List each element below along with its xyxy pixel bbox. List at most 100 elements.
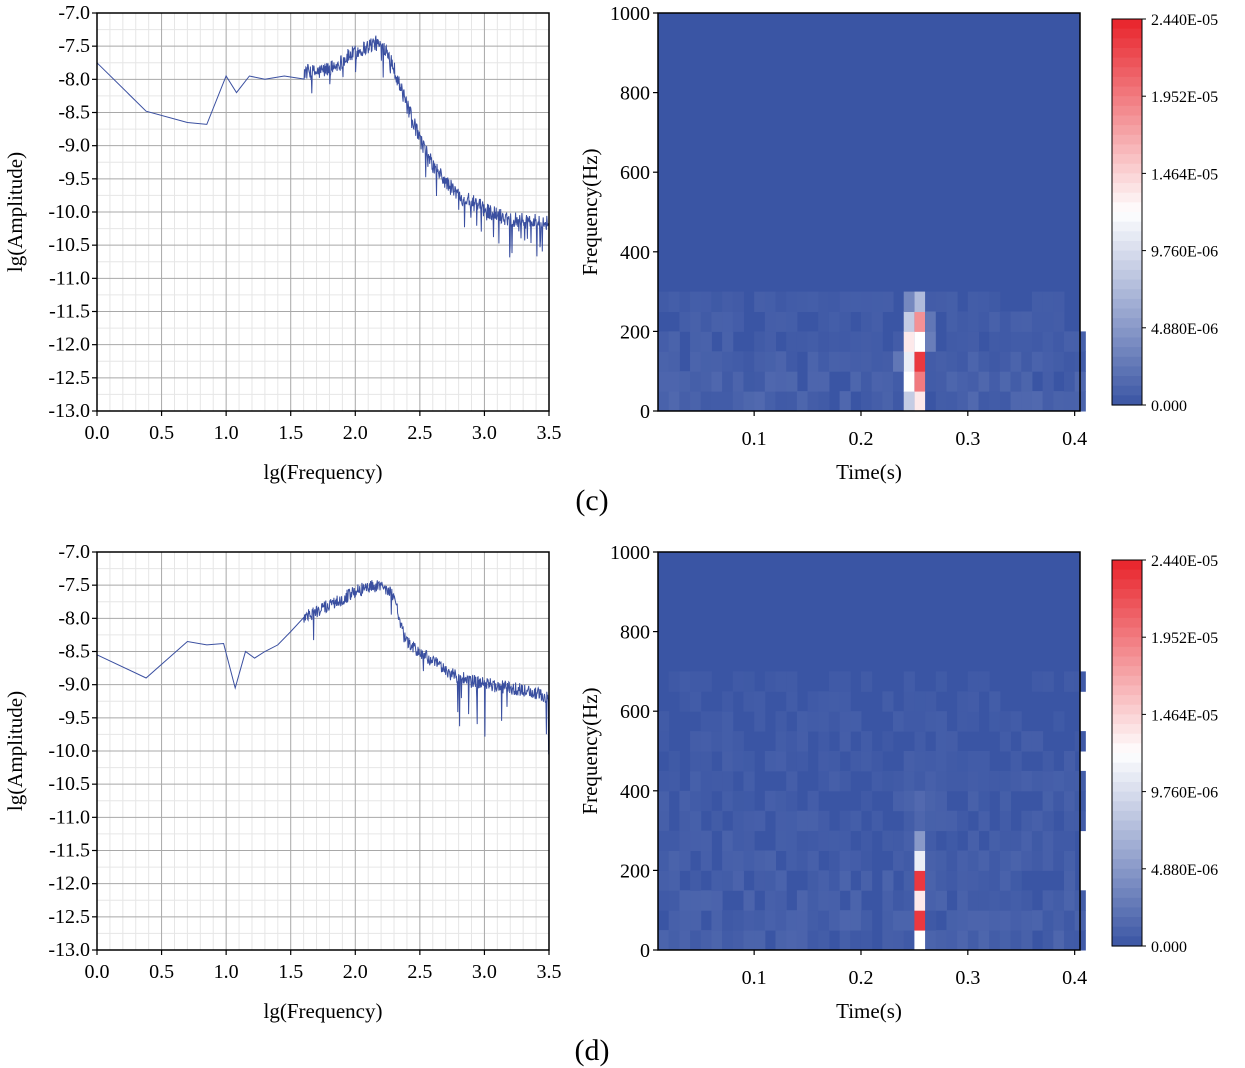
heatmap-noise-cell bbox=[957, 910, 969, 931]
heatmap-noise-cell bbox=[818, 731, 830, 752]
heatmap-frame bbox=[657, 551, 1081, 951]
heatmap-noise-cell bbox=[1063, 391, 1076, 412]
heatmap-noise-cell bbox=[722, 711, 734, 732]
heatmap-noise-cell bbox=[658, 351, 670, 372]
heatmap-noise-cell bbox=[871, 371, 883, 392]
heatmap-noise-cell bbox=[722, 311, 734, 332]
heatmap-noise-cell bbox=[1021, 770, 1033, 792]
heatmap-noise-cell bbox=[658, 331, 670, 352]
heatmap-noise-cell bbox=[1021, 810, 1033, 832]
heatmap-noise-cell bbox=[668, 930, 680, 951]
heatmap-noise-cell bbox=[978, 391, 990, 412]
x-axis-title: lg(Frequency) bbox=[264, 999, 383, 1023]
heatmap-noise-cell bbox=[1010, 351, 1022, 372]
heatmap-noise-cell bbox=[967, 751, 980, 772]
heatmap-noise-cell bbox=[882, 870, 894, 891]
heatmap-noise-cell bbox=[903, 671, 915, 692]
heatmap-noise-cell bbox=[679, 910, 691, 931]
heatmap-noise-cell bbox=[860, 311, 873, 332]
heatmap-noise-cell bbox=[754, 930, 766, 951]
colorbar-band bbox=[1112, 115, 1142, 126]
heatmap-noise-cell bbox=[732, 311, 744, 332]
heatmap-noise-cell bbox=[828, 331, 841, 352]
heatmap-noise-cell bbox=[1063, 810, 1076, 832]
x-axis-title: lg(Frequency) bbox=[264, 460, 383, 484]
heatmap-noise-cell bbox=[679, 930, 691, 951]
colorbar-band bbox=[1112, 154, 1142, 165]
spectrum-series-line bbox=[96, 580, 550, 755]
heatmap-noise-cell bbox=[711, 910, 723, 931]
heatmap-noise-cell bbox=[989, 351, 1001, 372]
heatmap-noise-cell bbox=[925, 850, 937, 871]
heatmap-noise-cell bbox=[796, 731, 809, 752]
heatmap-noise-cell bbox=[754, 910, 766, 931]
heatmap-noise-cell bbox=[700, 890, 712, 911]
heatmap-noise-cell bbox=[925, 870, 937, 891]
heatmap-noise-cell bbox=[668, 830, 680, 851]
y-tick-label: -11.5 bbox=[49, 840, 90, 862]
heatmap-noise-cell bbox=[722, 691, 734, 712]
heatmap-noise-cell bbox=[722, 790, 734, 812]
heatmap-noise-cell bbox=[1021, 351, 1033, 372]
heatmap-noise-cell bbox=[807, 391, 819, 412]
heatmap-noise-cell bbox=[1063, 751, 1076, 772]
heatmap-noise-cell bbox=[754, 331, 766, 352]
heatmap-noise-cell bbox=[764, 291, 777, 312]
heatmap-noise-cell bbox=[967, 331, 980, 352]
heatmap-noise-cell bbox=[967, 790, 980, 812]
heatmap-noise-cell bbox=[700, 391, 712, 412]
heatmap-noise-cell bbox=[1010, 930, 1022, 951]
heatmap-noise-cell bbox=[786, 810, 798, 832]
heatmap-noise-cell bbox=[764, 671, 777, 692]
heatmap-cell bbox=[903, 311, 915, 332]
y-tick-label: -9.0 bbox=[58, 135, 90, 157]
heatmap-noise-cell bbox=[786, 790, 798, 812]
heatmap-noise-cell bbox=[786, 291, 798, 312]
heatmap-noise-cell bbox=[860, 331, 873, 352]
heatmap-noise-cell bbox=[989, 930, 1001, 951]
heatmap-noise-cell bbox=[786, 930, 798, 951]
heatmap-noise-cell bbox=[903, 910, 915, 931]
heatmap-cell bbox=[914, 351, 926, 372]
heatmap-noise-cell bbox=[1042, 331, 1054, 352]
heatmap-noise-cell bbox=[786, 671, 798, 692]
heatmap-noise-cell bbox=[1031, 391, 1044, 412]
heatmap-noise-cell bbox=[1031, 311, 1044, 332]
heatmap-noise-cell bbox=[668, 371, 680, 392]
heatmap-noise-cell bbox=[1031, 910, 1044, 931]
heatmap-noise-cell bbox=[1042, 371, 1054, 392]
heatmap-noise-cell bbox=[893, 790, 905, 812]
heatmap-noise-cell bbox=[807, 691, 819, 712]
x-tick-label: 3.5 bbox=[537, 422, 562, 444]
heatmap-noise-cell bbox=[860, 391, 873, 412]
heatmap-noise-cell bbox=[935, 930, 947, 951]
heatmap-noise-cell bbox=[935, 671, 947, 692]
colorbar-band bbox=[1112, 356, 1142, 367]
heatmap-noise-cell bbox=[978, 890, 990, 911]
heatmap-noise-cell bbox=[775, 890, 787, 911]
heatmap-noise-cell bbox=[989, 850, 1001, 871]
y-tick-label: -7.0 bbox=[58, 541, 90, 563]
heatmap-noise-cell bbox=[893, 391, 905, 412]
colorbar-tick-label: 2.440E-05 bbox=[1151, 553, 1218, 570]
heatmap-noise-cell bbox=[903, 870, 915, 891]
heatmap-noise-cell bbox=[978, 351, 990, 372]
colorbar-band bbox=[1112, 76, 1142, 88]
heatmap-noise-cell bbox=[967, 671, 980, 692]
colorbar-band bbox=[1112, 163, 1142, 174]
x-tick-label: 0.3 bbox=[955, 967, 980, 989]
heatmap-noise-cell bbox=[978, 850, 990, 871]
heatmap-noise-cell bbox=[999, 810, 1012, 832]
heatmap-noise-cell bbox=[925, 890, 937, 911]
colorbar-band bbox=[1112, 221, 1142, 232]
heatmap-noise-cell bbox=[1010, 850, 1022, 871]
heatmap-noise-cell bbox=[882, 371, 894, 392]
colorbar-band bbox=[1112, 183, 1142, 194]
heatmap-noise-cell bbox=[839, 850, 851, 871]
heatmap-noise-cell bbox=[999, 930, 1012, 951]
y-axis-title: Frequency(Hz) bbox=[578, 148, 602, 275]
colorbar-band bbox=[1112, 366, 1142, 377]
heatmap-noise-cell bbox=[807, 810, 819, 832]
heatmap-noise-cell bbox=[764, 391, 777, 412]
